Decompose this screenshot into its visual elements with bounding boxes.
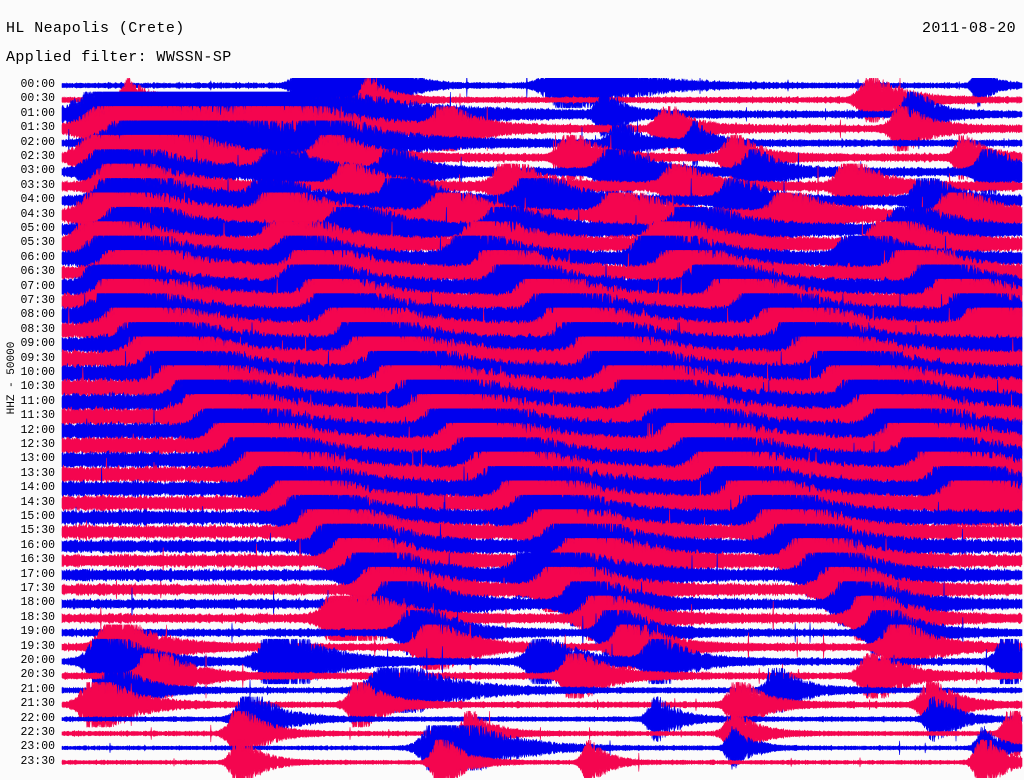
time-tick-label: 01:00 [20, 106, 55, 120]
time-tick-label: 14:00 [20, 481, 55, 495]
time-tick-label: 08:00 [20, 308, 55, 322]
time-tick-label: 15:00 [20, 510, 55, 523]
time-tick-label: 22:00 [20, 711, 55, 725]
time-tick-label: 09:30 [20, 351, 55, 365]
time-tick-label: 16:30 [20, 553, 55, 567]
helicorder-trace-plot [61, 78, 1023, 778]
time-tick-label: 02:00 [20, 135, 55, 149]
time-tick-label: 18:30 [20, 610, 55, 624]
time-tick-label: 18:00 [20, 596, 55, 610]
trace-row [61, 710, 1023, 757]
time-tick-label: 00:00 [20, 78, 55, 91]
time-tick-label: 20:00 [20, 654, 55, 667]
time-tick-label: 11:00 [20, 394, 55, 408]
time-tick-label: 23:00 [20, 740, 55, 754]
time-tick-label: 19:30 [20, 639, 55, 653]
time-tick-label: 20:30 [20, 668, 55, 682]
time-tick-label: 13:30 [20, 466, 55, 480]
time-tick-label: 17:30 [20, 582, 55, 595]
time-tick-label: 14:30 [20, 495, 55, 509]
time-axis-tick-labels: 00:00 00:30 01:00 01:30 02:00 02:30 03:00 03:30… [0, 78, 60, 778]
trace-row [61, 738, 1023, 778]
time-tick-label: 13:00 [20, 452, 55, 466]
time-tick-label: 03:30 [20, 178, 55, 192]
time-tick-label: 03:00 [20, 164, 55, 178]
time-tick-label: 04:00 [20, 193, 55, 207]
time-tick-label: 10:30 [20, 380, 55, 394]
time-tick-label: 15:30 [20, 524, 55, 538]
time-tick-label: 04:30 [20, 207, 55, 221]
time-tick-label: 19:00 [20, 625, 55, 639]
trace-row [61, 724, 1023, 772]
time-tick-label: 21:00 [20, 682, 55, 696]
time-tick-label: 00:30 [20, 92, 55, 106]
time-tick-label: 08:30 [20, 322, 55, 336]
time-tick-label: 02:30 [20, 150, 55, 163]
trace-row [61, 696, 1023, 742]
record-date: 2011-08-20 [921, 20, 1016, 37]
time-tick-label: 06:00 [20, 250, 55, 264]
time-tick-label: 05:30 [20, 236, 55, 250]
time-tick-label: 23:30 [20, 754, 55, 768]
time-tick-label: 06:30 [20, 265, 55, 279]
applied-filter-label: Applied filter: WWSSN-SP [6, 49, 232, 66]
time-tick-label: 21:30 [20, 697, 55, 711]
time-tick-label: 10:00 [20, 366, 55, 379]
time-tick-label: 09:00 [20, 337, 55, 351]
time-tick-label: 12:00 [20, 423, 55, 437]
time-tick-label: 16:00 [20, 538, 55, 552]
time-tick-label: 01:30 [20, 121, 55, 135]
time-tick-label: 17:00 [20, 567, 55, 581]
time-tick-label: 22:30 [20, 726, 55, 739]
trace-row [61, 609, 1023, 657]
time-tick-label: 11:30 [20, 409, 55, 423]
station-title: HL Neapolis (Crete) [6, 20, 185, 37]
time-tick-label: 12:30 [20, 438, 55, 451]
time-tick-label: 05:00 [20, 222, 55, 235]
time-tick-label: 07:00 [20, 279, 55, 293]
time-tick-label: 07:30 [20, 294, 55, 307]
